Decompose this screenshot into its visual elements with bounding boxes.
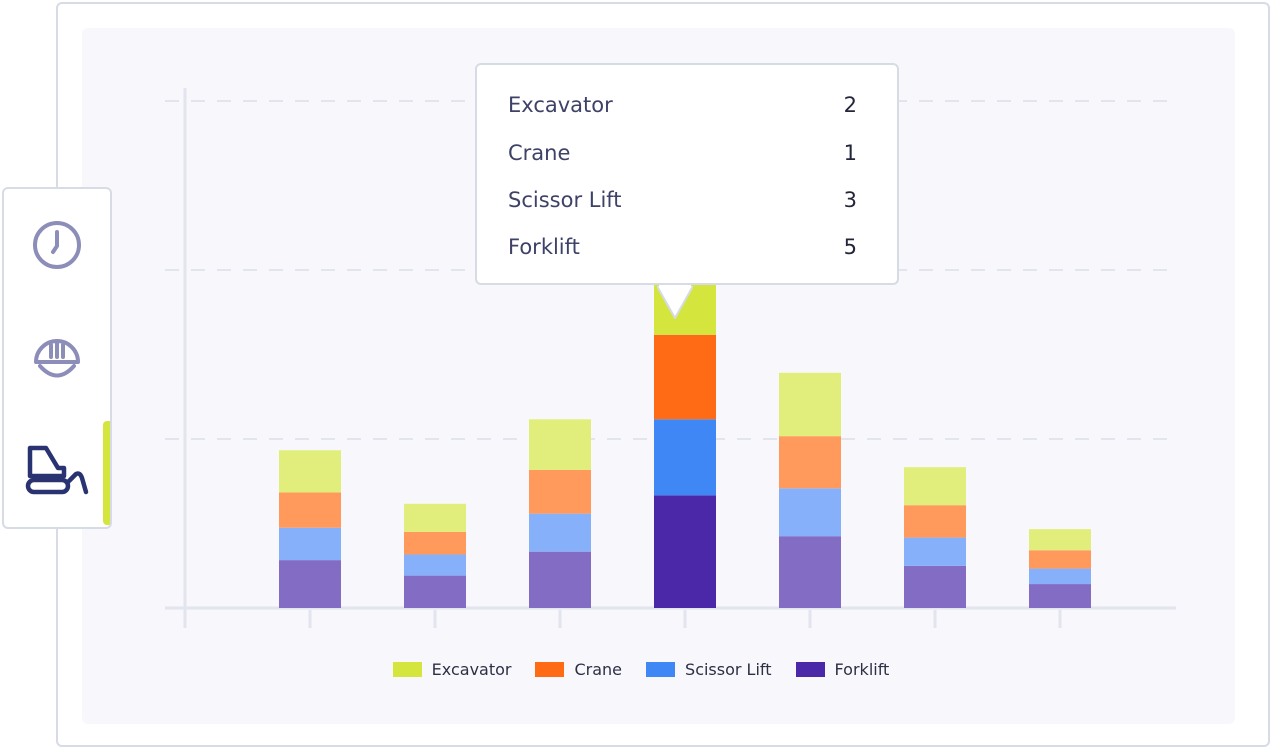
bar-segment-forklift bbox=[404, 575, 466, 608]
bar-segment-forklift bbox=[529, 551, 591, 608]
bar-segment-scissor-lift bbox=[1029, 568, 1091, 585]
tooltip-row: Excavator 2 bbox=[508, 89, 857, 121]
bar-segment-scissor-lift bbox=[654, 419, 716, 496]
tooltip: Excavator 2 Crane 1 Scissor Lift 3 Forkl… bbox=[475, 63, 899, 319]
bar-segment-crane bbox=[1029, 550, 1091, 569]
bar-segment-crane bbox=[654, 334, 716, 420]
tooltip-value: 1 bbox=[843, 141, 857, 165]
bar-segment-crane bbox=[904, 505, 966, 538]
legend-item-scissor-lift[interactable]: Scissor Lift bbox=[646, 660, 772, 679]
bar-segment-scissor-lift bbox=[279, 527, 341, 561]
legend-item-crane[interactable]: Crane bbox=[535, 660, 622, 679]
bar-segment-forklift bbox=[279, 560, 341, 608]
bar-segment-forklift bbox=[1029, 584, 1091, 608]
legend-swatch bbox=[646, 662, 676, 677]
tooltip-label: Forklift bbox=[508, 235, 580, 259]
tooltip-row: Crane 1 bbox=[508, 137, 857, 169]
bar-segment-crane bbox=[779, 436, 841, 489]
bar-segment-crane bbox=[279, 492, 341, 528]
legend-swatch bbox=[392, 662, 422, 677]
tooltip-label: Scissor Lift bbox=[508, 188, 622, 212]
tooltip-row: Forklift 5 bbox=[508, 231, 857, 263]
bar-segment-scissor-lift bbox=[529, 513, 591, 552]
tooltip-label: Crane bbox=[508, 141, 571, 165]
sidebar-item-equipment[interactable] bbox=[4, 421, 110, 521]
tooltip-label: Excavator bbox=[508, 93, 613, 117]
legend-swatch bbox=[535, 662, 565, 677]
legend-label: Crane bbox=[574, 660, 623, 679]
bar-segment-forklift bbox=[779, 536, 841, 608]
legend-item-excavator[interactable]: Excavator bbox=[392, 660, 512, 679]
bar-segment-crane bbox=[404, 531, 466, 555]
sidebar bbox=[2, 187, 112, 529]
legend-label: Scissor Lift bbox=[685, 660, 772, 679]
bar-segment-excavator bbox=[779, 372, 841, 437]
bar-segment-forklift bbox=[904, 565, 966, 608]
bar-segment-forklift bbox=[654, 495, 716, 608]
sidebar-item-time[interactable] bbox=[4, 195, 110, 295]
legend-item-forklift[interactable]: Forklift bbox=[795, 660, 890, 679]
active-indicator bbox=[103, 421, 110, 525]
sidebar-item-workers[interactable] bbox=[4, 309, 110, 409]
bulldozer-icon bbox=[25, 445, 89, 495]
bar-segment-crane bbox=[529, 469, 591, 514]
legend-label: Excavator bbox=[431, 660, 512, 679]
tooltip-value: 3 bbox=[843, 188, 857, 212]
bar-segment-excavator bbox=[529, 419, 591, 470]
bar-segment-excavator bbox=[1029, 529, 1091, 551]
legend-label: Forklift bbox=[834, 660, 890, 679]
bar-segment-excavator bbox=[404, 503, 466, 532]
hard-hat-icon bbox=[34, 339, 80, 378]
bar-segment-scissor-lift bbox=[779, 488, 841, 537]
legend: Excavator Crane Scissor Lift Forklift bbox=[0, 660, 1274, 679]
bar-segment-excavator bbox=[904, 467, 966, 506]
tooltip-value: 5 bbox=[843, 235, 857, 259]
clock-icon bbox=[33, 221, 81, 269]
tooltip-row: Scissor Lift 3 bbox=[508, 184, 857, 216]
legend-swatch bbox=[795, 662, 825, 677]
bar-segment-scissor-lift bbox=[904, 537, 966, 566]
tooltip-pointer bbox=[657, 285, 693, 319]
bar-segment-excavator bbox=[279, 450, 341, 493]
bar-segment-scissor-lift bbox=[404, 554, 466, 576]
tooltip-value: 2 bbox=[843, 93, 857, 117]
